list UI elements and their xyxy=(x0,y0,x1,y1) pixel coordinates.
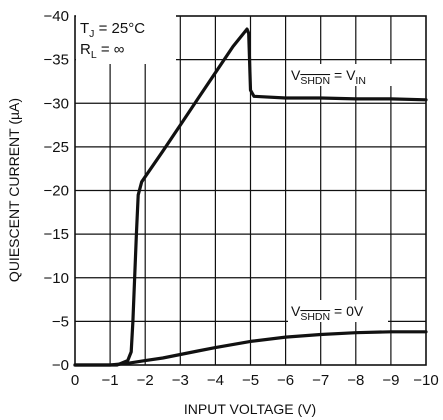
x-tick-label: −1 xyxy=(102,372,119,389)
y-tick-labels: −0 −5 −10 −15 −20 −25 −30 −35 −40 xyxy=(44,8,69,374)
curve-vshdn-vin xyxy=(73,27,428,367)
x-tick-label: −4 xyxy=(207,372,224,389)
x-tick-label: −7 xyxy=(312,372,329,389)
series-group xyxy=(73,27,428,367)
y-tick-label: −25 xyxy=(44,139,69,156)
y-tick-label: −0 xyxy=(52,357,69,374)
y-tick-label: −15 xyxy=(44,226,69,243)
annotation-box xyxy=(76,12,176,64)
x-tick-label: −8 xyxy=(347,372,364,389)
x-tick-label: 0 xyxy=(71,372,79,389)
x-tick-label: −10 xyxy=(413,372,438,389)
x-tick-label: −9 xyxy=(382,372,399,389)
curve-label-vin-bg xyxy=(288,64,400,86)
plot-frame xyxy=(74,15,427,366)
rl-annotation: RL = ∞ xyxy=(80,41,125,61)
y-tick-label: −35 xyxy=(44,52,69,69)
curve-label-0v-bg xyxy=(288,300,388,322)
x-tick-label: −6 xyxy=(277,372,294,389)
y-tick-label: −30 xyxy=(44,95,69,112)
y-tick-label: −40 xyxy=(44,8,69,25)
x-axis-label: INPUT VOLTAGE (V) xyxy=(184,401,316,417)
y-axis-label: QUIESCENT CURRENT (µA) xyxy=(6,98,22,282)
x-tick-label: −3 xyxy=(172,372,189,389)
x-tick-labels: 0 −1 −2 −3 −4 −5 −6 −7 −8 −9 −10 xyxy=(71,372,439,389)
curve-label-0v: VSHDN = 0V xyxy=(291,303,364,323)
x-tick-label: −5 xyxy=(242,372,259,389)
x-tick-label: −2 xyxy=(137,372,154,389)
curve-vshdn-0v xyxy=(73,330,428,367)
y-tick-label: −10 xyxy=(44,270,69,287)
curve-label-vin: VSHDN = VIN xyxy=(291,67,366,87)
y-tick-label: −20 xyxy=(44,183,69,200)
plot-border xyxy=(74,15,427,366)
y-tick-label: −5 xyxy=(52,313,69,330)
tj-annotation: TJ = 25°C xyxy=(80,20,145,40)
